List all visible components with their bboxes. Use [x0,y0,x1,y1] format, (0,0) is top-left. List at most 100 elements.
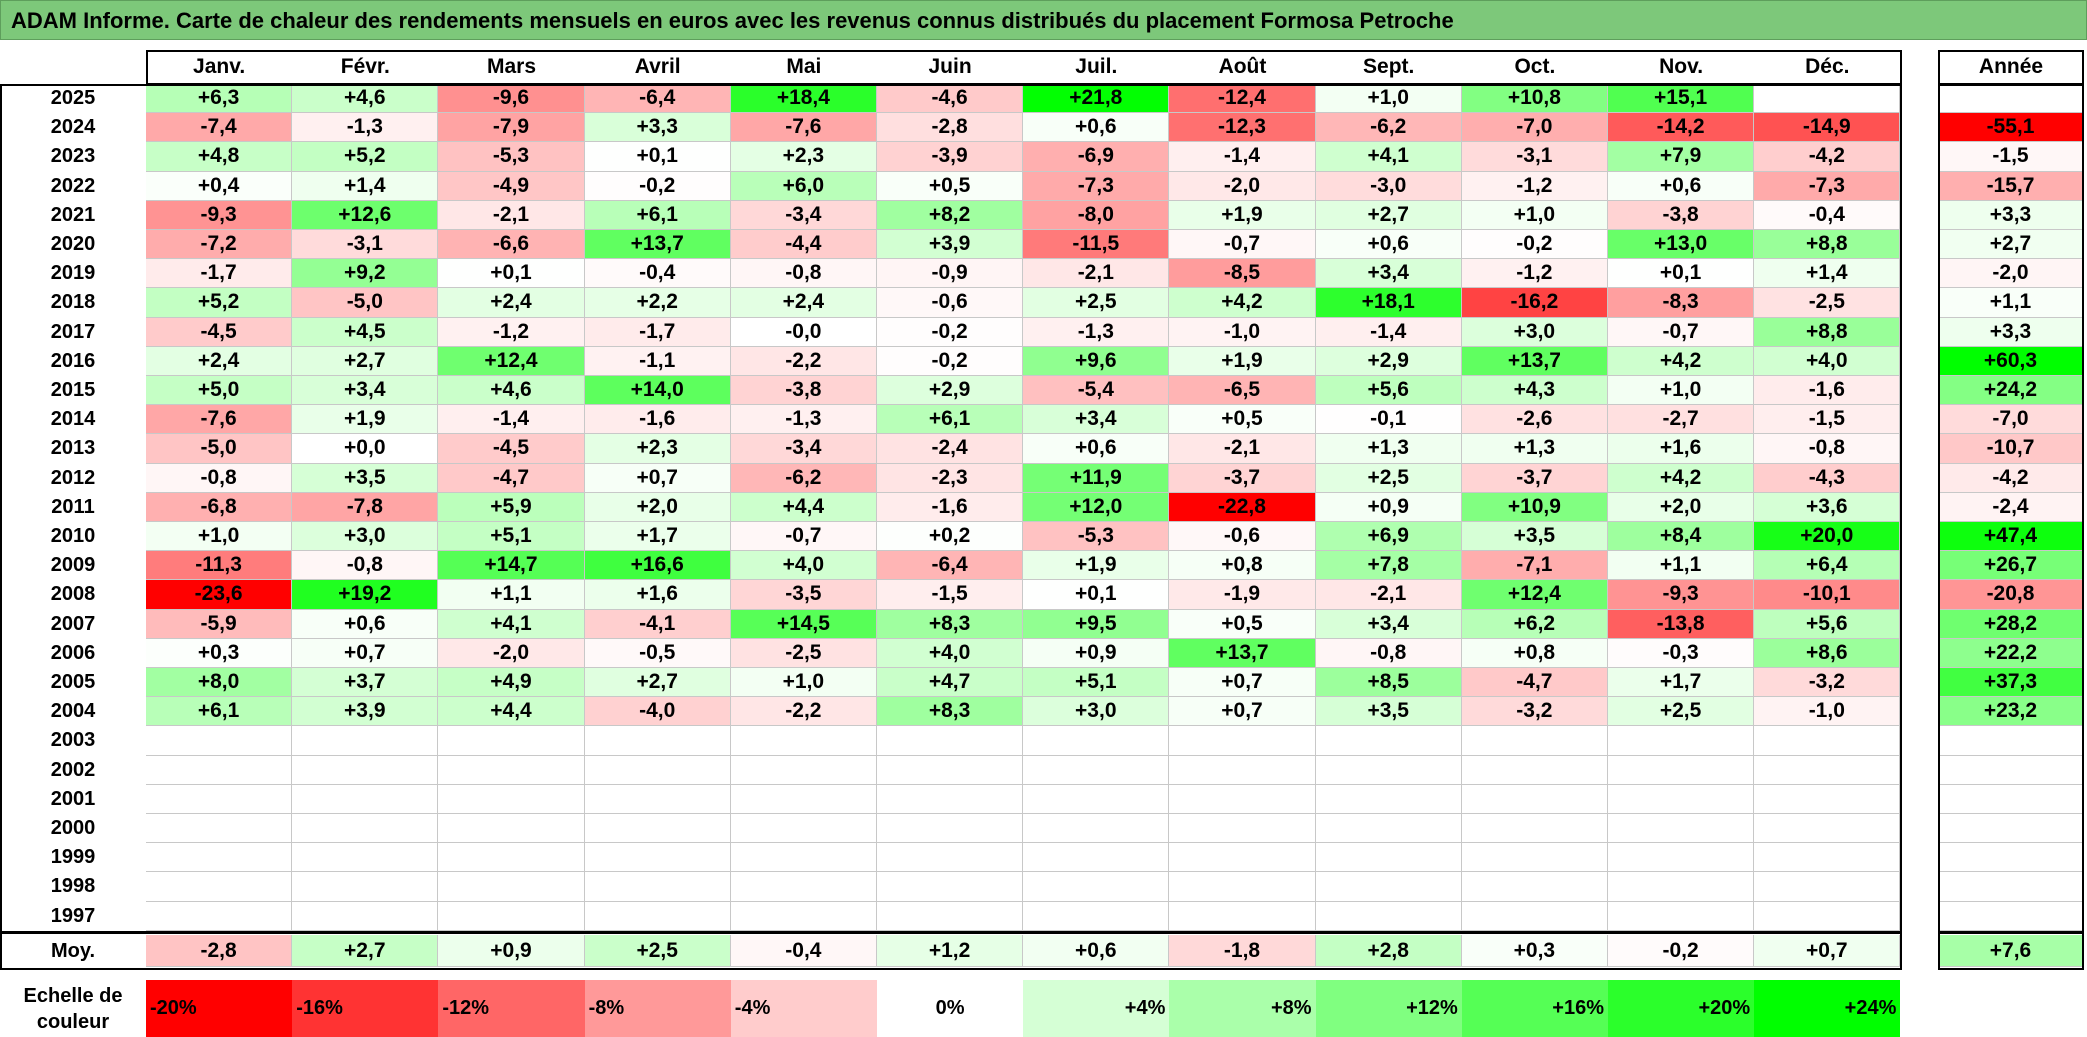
heatmap-cell: +0,1 [584,142,731,172]
heatmap-cell: +6,1 [584,200,731,230]
annual-cell: -55,1 [1938,113,2084,143]
year-label: 2019 [50,262,96,285]
heatmap-cell: +3,9 [877,230,1024,260]
heatmap-cell [877,814,1024,844]
heatmap-cell: -0,8 [146,463,293,493]
heatmap-cell: -4,5 [146,317,293,347]
heatmap-cell: +4,0 [877,638,1024,668]
annual-cell: -2,4 [1938,492,2084,522]
heatmap-cell: -7,4 [146,113,293,143]
heatmap-cell: -1,3 [292,113,439,143]
heatmap-cell: -0,7 [730,522,877,552]
heatmap-cell: +9,5 [1023,609,1170,639]
heatmap-cell: -2,1 [1023,259,1170,289]
heatmap-cell: -5,3 [438,142,585,172]
heatmap-cell: +0,3 [146,638,293,668]
heatmap-cell: +8,3 [877,697,1024,727]
heatmap-cell: +1,7 [1608,668,1755,698]
heatmap-cell: +2,4 [438,288,585,318]
year-label: 2016 [50,349,96,372]
heatmap-cell: +3,5 [1461,522,1608,552]
heatmap-cell: -12,4 [1169,84,1316,114]
heatmap-cell: -7,1 [1461,551,1608,581]
heatmap-cell: -22,8 [1169,492,1316,522]
heatmap-cell: +0,0 [292,434,439,464]
heatmap-cell: -5,0 [146,434,293,464]
heatmap-cell: -4,7 [1461,668,1608,698]
year-label: 2000 [50,817,96,840]
heatmap-cell: -3,4 [730,434,877,464]
heatmap-cell: -12,3 [1169,113,1316,143]
heatmap-cell: +5,2 [146,288,293,318]
annual-average-cell: +7,6 [1938,935,2084,967]
heatmap-cell: +0,6 [1023,434,1170,464]
heatmap-cell: +0,9 [1023,638,1170,668]
annual-cell: +37,3 [1938,668,2084,698]
heatmap-cell [584,726,731,756]
heatmap-cell: -1,3 [1023,317,1170,347]
heatmap-cell [730,872,877,902]
heatmap-cell: +1,9 [292,405,439,435]
heatmap-cell: +7,8 [1315,551,1462,581]
heatmap-cell: -14,9 [1754,113,1901,143]
heatmap-cell: -0,7 [1169,230,1316,260]
heatmap-cell [584,901,731,931]
heatmap-cell: +4,7 [877,668,1024,698]
heatmap-cell: +3,3 [584,113,731,143]
heatmap-cell: -13,8 [1608,609,1755,639]
heatmap-cell [1169,755,1316,785]
heatmap-cell: +2,5 [1023,288,1170,318]
heatmap-cell: -8,0 [1023,200,1170,230]
heatmap-cell: -3,7 [1461,463,1608,493]
heatmap-cell: +0,6 [1023,113,1170,143]
heatmap-cell: +2,5 [1315,463,1462,493]
heatmap-cell [1169,843,1316,873]
heatmap-cell [438,726,585,756]
heatmap-cell: +13,7 [1461,346,1608,376]
heatmap-cell [146,843,293,873]
heatmap-cell: +12,6 [292,200,439,230]
heatmap-cell [1315,901,1462,931]
heatmap-cell: +2,2 [584,288,731,318]
heatmap-cell: -7,6 [730,113,877,143]
heatmap-cell: +0,8 [1461,638,1608,668]
heatmap-cell: +5,1 [1023,668,1170,698]
heatmap-cell: -0,6 [877,288,1024,318]
heatmap-cell: -2,3 [877,463,1024,493]
heatmap-cell: -2,6 [1461,405,1608,435]
heatmap-cell: -1,3 [730,405,877,435]
scale-swatch: +24% [1754,980,1901,1037]
heatmap-cell: -1,4 [1169,142,1316,172]
heatmap-cell: -1,9 [1169,580,1316,610]
heatmap-cell: +15,1 [1608,84,1755,114]
heatmap-cell: -4,0 [584,697,731,727]
heatmap-cell: -0,2 [1461,230,1608,260]
heatmap-cell: +3,4 [292,376,439,406]
heatmap-cell [730,901,877,931]
heatmap-cell [1608,755,1755,785]
annual-cell: +47,4 [1938,522,2084,552]
year-label: 2006 [50,641,96,664]
heatmap-cell: -2,4 [877,434,1024,464]
month-header: Avril [634,55,681,78]
heatmap-cell: -3,8 [730,376,877,406]
heatmap-cell: -2,0 [1169,171,1316,201]
heatmap-cell: -0,8 [1754,434,1901,464]
scale-swatch: -4% [730,980,877,1037]
heatmap-cell [292,726,439,756]
annual-cell: +28,2 [1938,609,2084,639]
month-header: Juil. [1075,55,1118,78]
average-cell: -1,8 [1169,935,1316,967]
annual-cell: +22,2 [1938,638,2084,668]
scale-label-line1: Echelle de [23,984,123,1007]
heatmap-cell: +6,3 [146,84,293,114]
heatmap-cell: -4,6 [877,84,1024,114]
heatmap-cell [1754,872,1901,902]
heatmap-cell: +6,9 [1315,522,1462,552]
month-header: Août [1218,55,1267,78]
heatmap-cell: -3,8 [1608,200,1755,230]
heatmap-cell: -1,7 [146,259,293,289]
year-label: 2024 [50,116,96,139]
annual-cell: -2,0 [1938,259,2084,289]
heatmap-cell: -7,6 [146,405,293,435]
